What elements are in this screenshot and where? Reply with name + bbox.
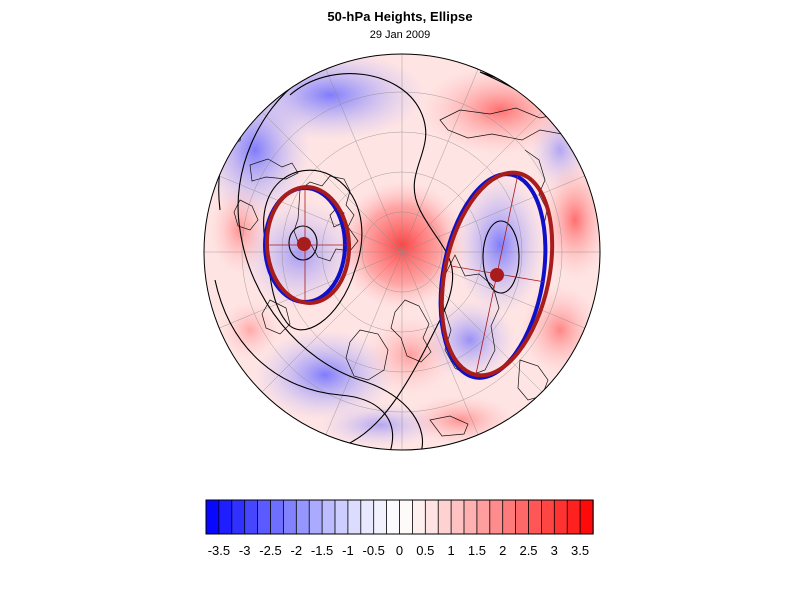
west-vortex-center bbox=[297, 237, 311, 251]
colorbar-cell bbox=[334, 499, 349, 535]
colorbar-cell bbox=[566, 499, 581, 535]
colorbar-cell bbox=[231, 499, 246, 535]
colorbar-cell bbox=[205, 499, 220, 535]
colorbar-tick-label: 2 bbox=[499, 543, 507, 558]
vortex-ellipses bbox=[263, 170, 555, 380]
colorbar-tick-label: 3 bbox=[550, 543, 558, 558]
colorbar-tick-label: 2.5 bbox=[519, 543, 538, 558]
colorbar-tick-label: -1.5 bbox=[310, 543, 334, 558]
colorbar-cell bbox=[489, 499, 504, 535]
colorbar-cell bbox=[528, 499, 543, 535]
colorbar-cell bbox=[463, 499, 478, 535]
colorbar-cell bbox=[502, 499, 517, 535]
colorbar-cell bbox=[308, 499, 323, 535]
colorbar-tick-label: -3.5 bbox=[207, 543, 231, 558]
colorbar-cell bbox=[411, 499, 426, 535]
colorbar-tick-label: 1.5 bbox=[467, 543, 486, 558]
west-ellipse-red bbox=[264, 185, 352, 305]
colorbar-cell bbox=[399, 499, 414, 535]
colorbar-tick-label: -1 bbox=[342, 543, 354, 558]
colorbar-cell bbox=[476, 499, 491, 535]
colorbar-tick-label: -0.5 bbox=[362, 543, 385, 558]
colorbar-cell bbox=[386, 499, 401, 535]
figure-title: 50-hPa Heights, Ellipse bbox=[327, 9, 473, 24]
colorbar-cell bbox=[360, 499, 375, 535]
colorbar-cell bbox=[553, 499, 568, 535]
colorbar-cell bbox=[270, 499, 285, 535]
colorbar-cell bbox=[437, 499, 452, 535]
colorbar-tick-label: -2.5 bbox=[259, 543, 282, 558]
colorbar-cell bbox=[541, 499, 556, 535]
east-ellipse-red bbox=[439, 170, 555, 378]
figure-subtitle: 29 Jan 2009 bbox=[369, 29, 431, 41]
colorbar-cell bbox=[347, 499, 362, 535]
colorbar-tick-label: 0 bbox=[395, 543, 404, 558]
colorbar-cell bbox=[321, 499, 336, 535]
colorbar-cell bbox=[424, 499, 439, 535]
colorbar-tick-label: -2 bbox=[290, 543, 303, 558]
globe-outline bbox=[203, 53, 601, 451]
colorbar-cell bbox=[218, 499, 233, 535]
colorbar-cell bbox=[295, 499, 310, 535]
colorbar-cell bbox=[579, 499, 594, 535]
colorbar-cell bbox=[450, 499, 465, 535]
graticule bbox=[204, 54, 600, 450]
colorbar-cell bbox=[257, 499, 272, 535]
colorbar-tick-label: 0.5 bbox=[416, 543, 435, 558]
colorbar-tick-label: 3.5 bbox=[571, 543, 590, 558]
colorbar-cell bbox=[515, 499, 530, 535]
colorbar-tick-label: -3 bbox=[238, 543, 251, 558]
colorbar-cell bbox=[282, 499, 297, 535]
colorbar-tick-label: 1 bbox=[447, 543, 455, 558]
colorbar-frame bbox=[205, 499, 594, 535]
colorbar-cell bbox=[373, 499, 388, 535]
anomaly-field bbox=[204, 54, 600, 450]
east-vortex-center bbox=[490, 268, 504, 282]
colorbar-cell bbox=[244, 499, 259, 535]
